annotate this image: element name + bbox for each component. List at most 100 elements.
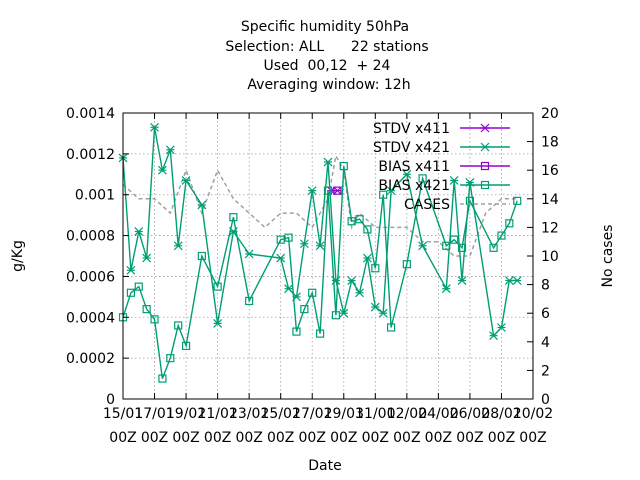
data-point-square xyxy=(386,323,396,332)
data-point-square xyxy=(181,341,191,350)
data-point-square xyxy=(379,190,388,199)
asterisk-stroke xyxy=(504,276,514,285)
y2-tick-label: 20 xyxy=(541,106,559,122)
x-tick-label-date: 29/01 xyxy=(324,406,364,422)
data-point-square xyxy=(513,196,522,205)
asterisk-stroke xyxy=(284,284,294,294)
data-point-asterisk xyxy=(512,276,522,285)
asterisk-stroke xyxy=(378,308,388,318)
x-tick-label-hour: 00Z xyxy=(488,430,515,446)
asterisk-stroke xyxy=(181,175,191,185)
x-tick-label-hour: 00Z xyxy=(235,430,262,446)
asterisk-stroke xyxy=(307,186,317,196)
data-point-square xyxy=(480,161,490,171)
data-point-square xyxy=(480,180,490,190)
data-point-asterisk xyxy=(299,239,309,249)
asterisk-stroke xyxy=(276,253,286,263)
x-tick-label-hour: 00Z xyxy=(299,430,326,446)
data-point-square xyxy=(371,264,380,273)
y2-tick-label: 6 xyxy=(541,306,550,322)
y-tick-label: 0.0014 xyxy=(66,106,115,122)
asterisk-stroke xyxy=(370,302,380,312)
data-point-asterisk xyxy=(339,308,349,318)
asterisk-stroke xyxy=(315,241,325,251)
asterisk-stroke xyxy=(299,239,309,249)
data-point-square xyxy=(134,282,143,291)
x-tick-label-hour: 00Z xyxy=(425,430,452,446)
x-tick-label-hour: 00Z xyxy=(393,430,420,446)
data-point-square xyxy=(331,311,340,320)
series-line xyxy=(122,127,518,338)
y-axis-ticks: 0 0.0002 0.0004 0.0006 0.0008 0.001 0.0012 0.00… xyxy=(66,106,129,408)
x-tick-label-hour: 00Z xyxy=(456,430,483,446)
x-tick-label-date: 06/02 xyxy=(450,406,490,422)
series-bias-x411 xyxy=(333,186,342,195)
y2-axis-label: No cases xyxy=(600,225,616,288)
asterisk-stroke xyxy=(489,331,499,341)
asterisk-stroke xyxy=(355,288,364,298)
y-tick-label: 0.0002 xyxy=(66,351,115,367)
data-point-asterisk xyxy=(181,175,191,185)
data-point-asterisk xyxy=(150,122,159,132)
data-point-square xyxy=(229,213,238,222)
y-axis-label: g/Kg xyxy=(10,240,26,272)
data-point-asterisk xyxy=(213,318,223,328)
data-point-square xyxy=(450,235,459,244)
legend-label: CASES xyxy=(404,197,450,213)
x-tick-label-date: 23/01 xyxy=(229,406,269,422)
grid xyxy=(123,113,533,399)
legend-label: BIAS x421 xyxy=(378,178,450,194)
asterisk-stroke xyxy=(333,186,342,196)
data-point-square xyxy=(300,305,309,314)
asterisk-stroke xyxy=(142,253,152,263)
data-point-square xyxy=(308,288,317,297)
asterisk-stroke xyxy=(457,276,467,285)
x-tick-label-hour: 00Z xyxy=(109,430,136,446)
y2-tick-label: 4 xyxy=(541,335,550,351)
asterisk-stroke xyxy=(418,241,428,251)
data-point-square xyxy=(158,374,167,383)
data-point-square xyxy=(166,354,175,363)
data-point-asterisk xyxy=(126,265,136,275)
data-point-asterisk xyxy=(480,123,490,133)
chart-title-line-1: Specific humidity 50hPa xyxy=(241,19,409,35)
data-point-asterisk xyxy=(449,175,459,185)
data-point-square xyxy=(363,225,372,234)
data-point-square xyxy=(333,186,342,195)
x-axis-label: Date xyxy=(308,458,341,474)
x-tick-label-date: 31/01 xyxy=(355,406,395,422)
data-point-square xyxy=(197,251,206,261)
asterisk-stroke xyxy=(480,123,490,133)
y2-tick-label: 18 xyxy=(541,135,559,151)
y-tick-label: 0.0006 xyxy=(66,269,115,285)
asterisk-stroke xyxy=(480,142,490,152)
y-tick-label: 0.0008 xyxy=(66,229,115,245)
data-point-asterisk xyxy=(418,241,428,251)
asterisk-stroke xyxy=(323,157,333,167)
asterisk-stroke xyxy=(512,276,522,285)
data-point-square xyxy=(339,162,348,171)
data-point-square xyxy=(276,235,285,244)
legend-label: BIAS x411 xyxy=(378,159,450,175)
legend-label: STDV x411 xyxy=(373,121,450,137)
data-point-asterisk xyxy=(315,241,325,251)
x-tick-label-hour: 00Z xyxy=(204,430,231,446)
data-point-square xyxy=(418,174,427,183)
x-tick-label-date: 02/02 xyxy=(387,406,427,422)
y2-axis-ticks: 0 2 4 6 8 10 12 14 16 18 20 xyxy=(527,106,559,408)
data-point-asterisk xyxy=(165,145,175,155)
x-tick-label-hour: 00Z xyxy=(172,430,199,446)
data-point-asterisk xyxy=(378,308,388,318)
data-point-asterisk xyxy=(347,276,357,285)
chart-title-line-2: Selection: ALL 22 stations xyxy=(225,39,428,55)
data-point-square xyxy=(497,231,506,240)
series-line xyxy=(122,166,518,379)
data-point-square xyxy=(347,217,356,226)
x-tick-label-hour: 00Z xyxy=(330,430,357,446)
asterisk-stroke xyxy=(244,249,254,259)
data-point-square xyxy=(142,305,151,314)
asterisk-stroke xyxy=(134,227,144,236)
data-point-square xyxy=(316,329,325,338)
data-point-square xyxy=(174,321,183,330)
